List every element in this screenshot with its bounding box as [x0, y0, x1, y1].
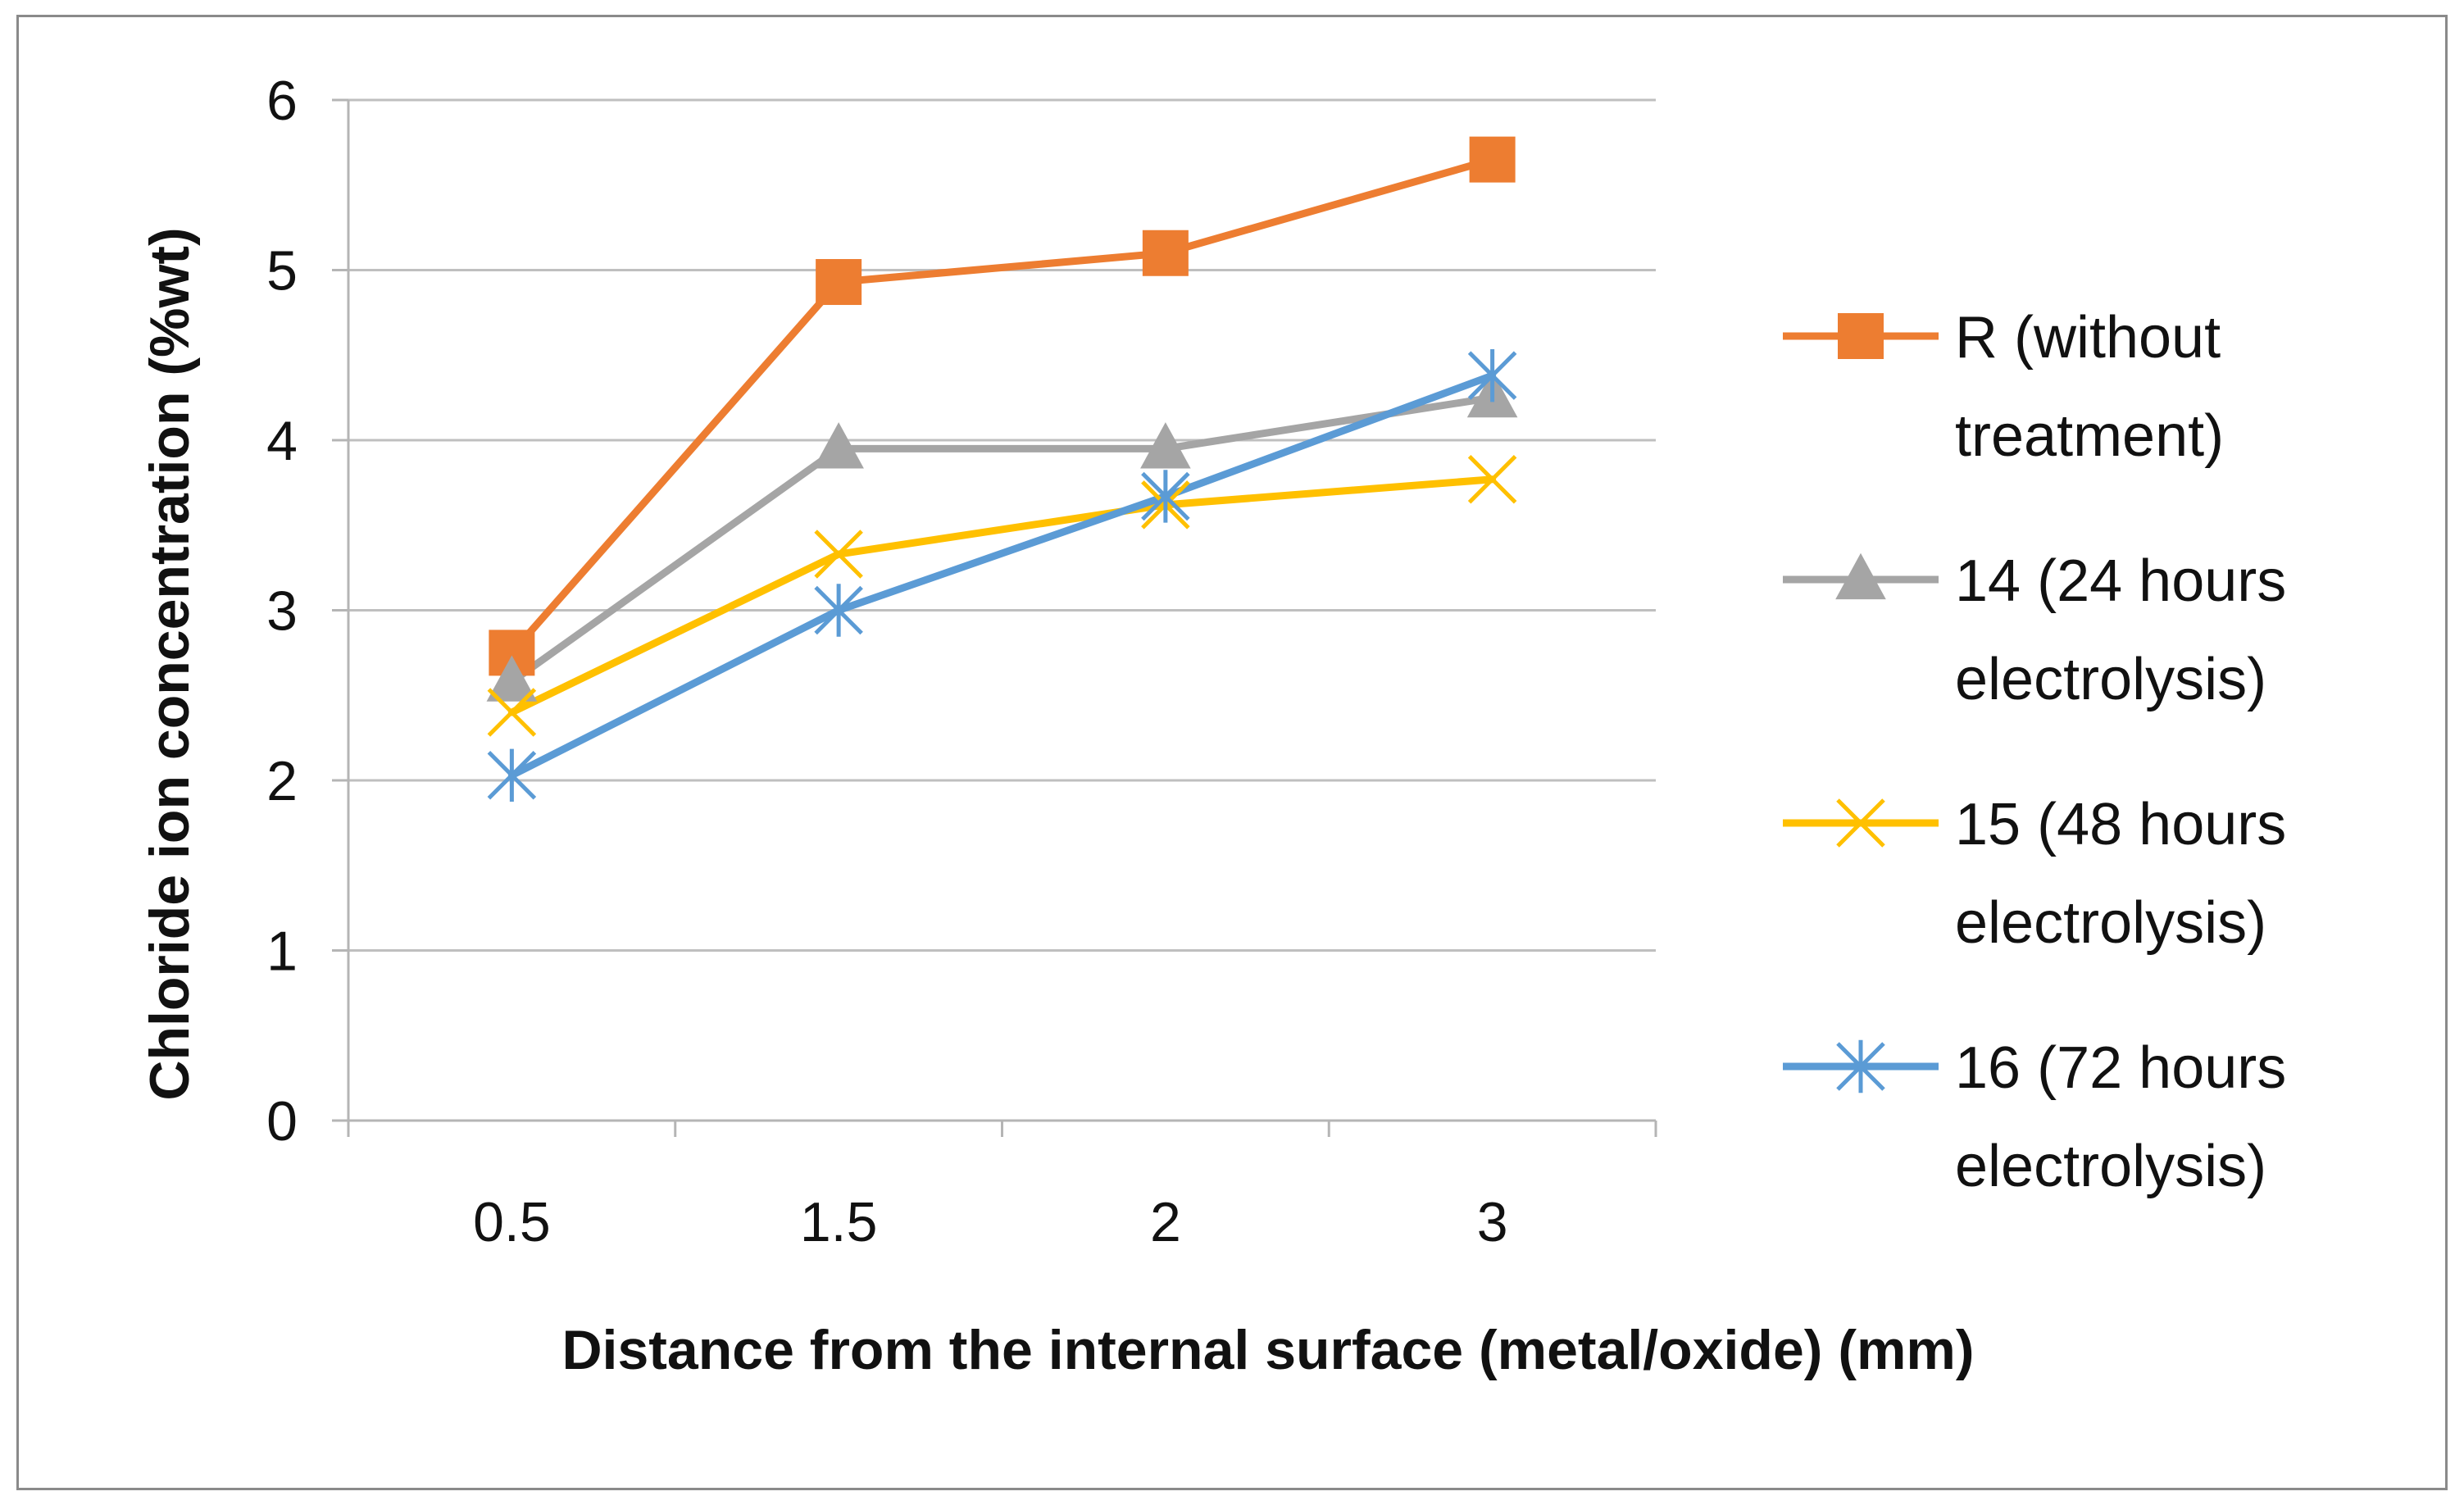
triangle-marker [813, 422, 864, 469]
star-marker [1836, 1039, 1885, 1094]
legend-item: 16 (72 hours electrolysis) [1783, 1035, 2286, 1199]
triangle-marker [486, 655, 538, 702]
series-markers [486, 136, 1518, 802]
legend-label: R (without [1955, 305, 2221, 371]
x-tick-label: 2 [1150, 1191, 1181, 1253]
series-line [507, 393, 1497, 686]
square-marker [816, 259, 862, 306]
x-axis-title: Distance from the internal surface (meta… [561, 1319, 1974, 1381]
legend-item: 15 (48 hours electrolysis) [1783, 792, 2286, 956]
triangle-marker [1835, 552, 1886, 600]
x-marker [1836, 798, 1885, 848]
y-axis-title: Chloride ion concentration (%wt) [139, 227, 201, 1100]
y-tick-label: 5 [266, 240, 298, 302]
triangle-marker [1140, 422, 1191, 469]
gridlines [332, 98, 1656, 1122]
x-marker [487, 688, 537, 737]
legend-label: 15 (48 hours [1955, 792, 2286, 857]
square-marker [1838, 313, 1884, 359]
legend-label: electrolysis) [1955, 890, 2266, 956]
legend-label: treatment) [1955, 403, 2224, 469]
axes: 0 1 2 3 4 5 6 0.5 1.5 2 3 [266, 70, 1657, 1253]
square-marker [1469, 136, 1516, 183]
y-tick-label: 2 [266, 750, 298, 812]
x-tick-label: 0.5 [473, 1191, 551, 1253]
series-line [507, 156, 1497, 657]
x-tick-label: 1.5 [800, 1191, 878, 1253]
chart-frame [16, 15, 2448, 1490]
series-lines [507, 156, 1497, 780]
y-tick-label: 4 [266, 410, 298, 472]
star-marker [1141, 470, 1190, 523]
legend-label: electrolysis) [1955, 1134, 2266, 1199]
legend-label: 14 (24 hours [1955, 548, 2286, 614]
y-tick-label: 3 [266, 580, 298, 643]
y-tick-label: 0 [266, 1090, 298, 1153]
x-marker [1467, 454, 1517, 504]
star-marker [487, 748, 537, 802]
legend-item: 14 (24 hours electrolysis) [1783, 548, 2286, 712]
star-marker [1467, 348, 1517, 402]
star-marker [814, 584, 863, 637]
square-marker [1142, 230, 1189, 276]
series-line [507, 371, 1497, 780]
y-tick-label: 1 [266, 921, 298, 983]
legend-label: electrolysis) [1955, 647, 2266, 712]
legend-item: R (without treatment) [1783, 305, 2224, 469]
x-tick-label: 3 [1477, 1191, 1508, 1253]
series-line [507, 475, 1497, 716]
y-tick-label: 6 [266, 70, 298, 132]
legend-label: 16 (72 hours [1955, 1035, 2286, 1101]
x-marker [814, 530, 863, 579]
legend: R (without treatment) 14 (24 hours electrol… [1783, 305, 2286, 1199]
